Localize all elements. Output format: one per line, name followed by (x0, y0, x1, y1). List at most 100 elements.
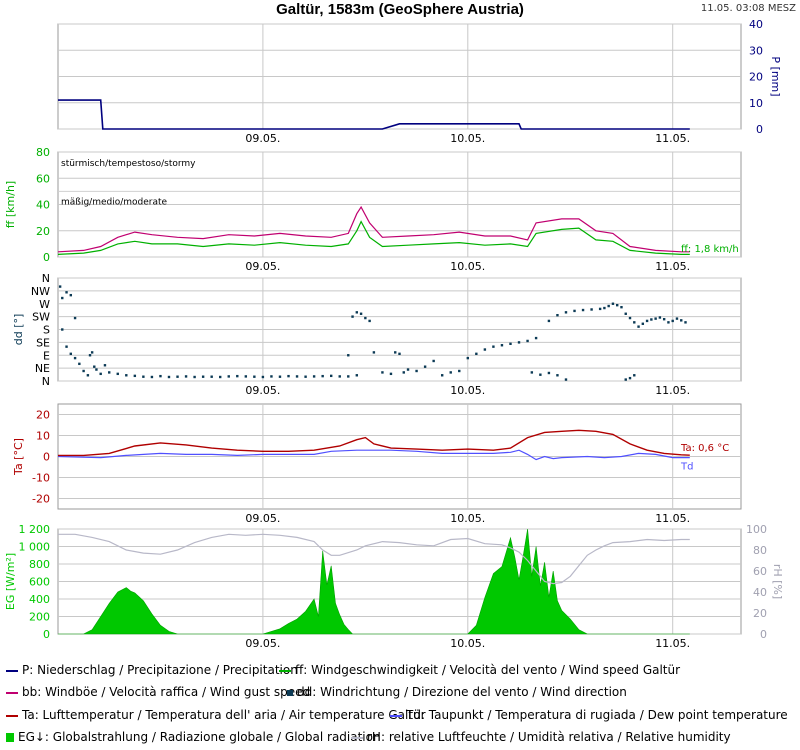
dir-point (492, 345, 495, 348)
dir-point (684, 321, 687, 324)
dir-y-tick-label: W (39, 298, 50, 311)
dir-point (432, 359, 435, 363)
legend-temp-swatch (6, 714, 18, 717)
dir-y-tick-label: NW (31, 285, 50, 298)
dir-point (295, 375, 299, 378)
legend-rad-label: EG↓: Globalstrahlung / Radiazione global… (18, 730, 381, 744)
dir-point (69, 293, 73, 297)
dir-point (645, 319, 649, 323)
rad-y-tick-label: 1 000 (19, 541, 51, 554)
dir-point (423, 365, 427, 368)
legend-dir-swatch (287, 689, 293, 696)
dir-point (598, 307, 602, 311)
legend-rad-swatch (6, 733, 14, 742)
temp-x-tick-label: 11.05. (655, 512, 690, 525)
dir-y-tick-label: N (42, 272, 50, 285)
dir-x-tick-label: 11.05. (655, 384, 690, 397)
dir-point (312, 375, 316, 378)
dir-point (675, 317, 679, 320)
dir-point (624, 378, 627, 381)
rh-y-tick-label: 40 (753, 586, 767, 599)
radiation-area (58, 528, 690, 635)
dir-point (82, 369, 85, 373)
dir-point (236, 374, 239, 378)
dir-point (167, 375, 171, 379)
dir-point (210, 375, 213, 378)
dir-point (633, 374, 636, 377)
dir-point (590, 308, 593, 311)
dir-x-tick-label: 09.05. (245, 384, 280, 397)
dir-point (547, 319, 551, 323)
legend-temp-label: Ta: Lufttemperatur / Temperatura dell' a… (22, 708, 426, 722)
dir-point (628, 316, 632, 320)
legend-rad: EG↓: Globalstrahlung / Radiazione global… (6, 730, 381, 744)
dir-point (253, 375, 256, 378)
dir-point (389, 372, 393, 376)
temp-y-tick-label: 20 (36, 409, 50, 422)
dir-point (116, 372, 119, 376)
dir-y-tick-label: E (43, 349, 50, 362)
legend-precip-swatch (6, 669, 18, 672)
dir-point (347, 375, 350, 378)
dir-point (73, 356, 77, 360)
rad-y-tick-label: 800 (29, 558, 50, 571)
rad-y-tick-label: 1 200 (19, 523, 51, 536)
chart-title: Galtür, 1583m (GeoSphere Austria) (276, 1, 524, 18)
temp-y-tick-label: 0 (43, 451, 50, 464)
legend-dew-label: Td: Taupunkt / Temperatura di rugiada / … (406, 708, 788, 722)
legend-rh-swatch (351, 736, 363, 739)
dir-point (440, 374, 444, 377)
rad-axis-label: EG [W/m²] (4, 553, 17, 610)
legend-wind-label: ff: Windgeschwindigkeit / Velocità del v… (295, 663, 681, 677)
dir-point (78, 362, 81, 366)
gust-line (57, 205, 690, 253)
rad-y-tick-label: 600 (29, 576, 50, 589)
wind-x-tick-label: 09.05. (245, 260, 280, 273)
dir-point (150, 375, 154, 379)
dir-point (381, 371, 384, 374)
dir-point (402, 371, 405, 374)
temp-current-label: Ta: 0,6 °C (680, 443, 729, 454)
dir-point (517, 341, 521, 344)
dir-point (406, 368, 410, 371)
dir-axis-label: dd [°] (12, 314, 25, 346)
rh-y-tick-label: 100 (746, 523, 767, 536)
dir-point (564, 378, 568, 381)
dir-point (159, 374, 162, 378)
dir-point (641, 322, 645, 325)
wind-band-mid-label: mäßig/medio/moderate (61, 198, 168, 208)
dir-point (667, 321, 670, 324)
legend-rh: rH: relative Luftfeuchte / Umidità relat… (351, 730, 731, 744)
dir-point (368, 319, 371, 323)
dir-point (193, 375, 196, 379)
rh-y-tick-label: 0 (760, 628, 767, 641)
wind-x-tick-label: 10.05. (450, 260, 485, 273)
dir-point (662, 318, 666, 321)
dir-point (509, 342, 512, 346)
dir-point (573, 309, 576, 313)
dir-point (61, 296, 64, 300)
dir-point (304, 375, 307, 378)
precip-y-tick-label: 20 (749, 71, 763, 84)
dir-point (564, 311, 568, 314)
dir-y-tick-label: S (43, 324, 50, 337)
dir-point (654, 317, 657, 320)
dir-point (637, 325, 640, 328)
precip-line (58, 99, 690, 130)
rad-x-tick-label: 09.05. (245, 637, 280, 650)
dir-point (581, 308, 585, 312)
dir-point (73, 316, 77, 320)
dew-current-label: Td (680, 462, 693, 473)
dir-point (330, 374, 333, 378)
legend-precip-label: P: Niederschlag / Precipitazione / Preci… (22, 663, 298, 677)
dir-y-tick-label: NE (35, 362, 50, 375)
dir-point (278, 375, 282, 378)
weather-chart: 09.05. 10.05. 11.05. 09.05. 10.05. 11.05. 09.0… (4, 18, 784, 650)
dir-point (372, 351, 376, 354)
legend-dir: dd: Windrichtung / Direzione del vento /… (287, 685, 627, 699)
temp-x-tick-label: 10.05. (450, 512, 485, 525)
dir-point (547, 371, 551, 375)
dir-point (287, 374, 290, 378)
dir-point (61, 328, 64, 331)
precip-x-tick-label: 10.05. (450, 132, 485, 145)
